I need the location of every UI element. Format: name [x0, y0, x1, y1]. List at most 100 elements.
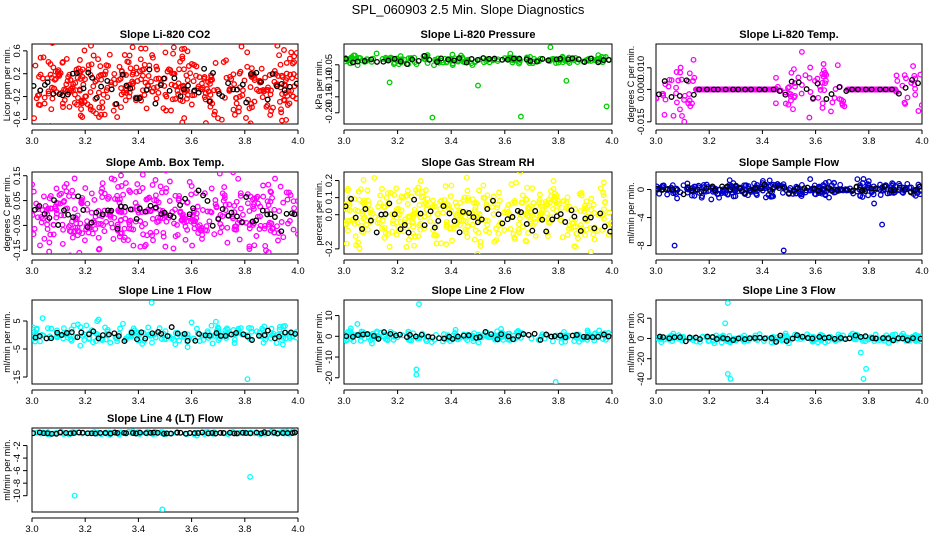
- data-point: [590, 201, 597, 208]
- y-tick-label: -2: [12, 441, 23, 449]
- data-point: [96, 104, 103, 111]
- x-tick-label: 3.0: [337, 266, 350, 277]
- data-point: [121, 52, 128, 58]
- data-point: [40, 193, 47, 200]
- reference-point: [862, 188, 869, 195]
- plot-frame: [31, 427, 299, 513]
- data-point: [160, 330, 167, 337]
- data-points: [32, 172, 298, 254]
- data-point: [791, 94, 798, 101]
- data-point: [133, 188, 140, 195]
- data-point: [379, 217, 386, 224]
- reference-point: [158, 330, 165, 337]
- data-point: [179, 53, 186, 60]
- data-point: [496, 189, 502, 196]
- data-point: [790, 106, 796, 113]
- reference-point: [557, 332, 564, 339]
- outlier-point: [148, 300, 155, 306]
- data-point: [231, 209, 238, 216]
- outlier-point: [722, 320, 729, 327]
- data-point: [524, 205, 531, 211]
- data-point: [129, 80, 136, 87]
- data-point: [37, 242, 43, 249]
- data-point: [126, 187, 133, 194]
- data-point: [908, 79, 915, 86]
- reference-point: [258, 78, 265, 85]
- x-tick-label: 3.6: [185, 524, 198, 535]
- data-point: [396, 198, 403, 205]
- reference-point: [406, 331, 413, 338]
- reference-point: [86, 331, 92, 338]
- data-point: [97, 63, 104, 70]
- reference-point: [36, 333, 43, 340]
- data-point: [411, 211, 418, 218]
- data-point: [461, 194, 468, 201]
- data-point: [90, 339, 96, 346]
- data-point: [141, 92, 148, 98]
- outlier-point: [429, 114, 436, 121]
- data-point: [582, 205, 589, 212]
- reference-point: [54, 329, 61, 336]
- reference-point: [605, 56, 612, 63]
- data-point: [397, 219, 404, 226]
- reference-point: [510, 55, 517, 62]
- y-tick-label: 20: [636, 313, 647, 324]
- reference-point: [476, 334, 483, 341]
- data-point: [194, 203, 201, 210]
- data-point: [289, 60, 296, 67]
- data-point: [120, 320, 126, 327]
- data-point: [35, 206, 42, 212]
- reference-point: [724, 335, 731, 342]
- data-point: [32, 212, 36, 218]
- data-point: [359, 211, 366, 217]
- reference-point: [573, 331, 580, 338]
- reference-point: [271, 214, 278, 220]
- x-tick-label: 3.2: [391, 136, 404, 147]
- data-point: [129, 44, 136, 51]
- reference-point: [247, 430, 254, 437]
- data-point: [464, 234, 471, 241]
- data-point: [44, 226, 51, 233]
- data-point: [40, 54, 47, 61]
- data-point: [360, 199, 366, 206]
- data-point: [260, 182, 267, 189]
- data-point: [902, 100, 909, 107]
- data-point: [917, 71, 922, 78]
- outlier-point: [724, 300, 731, 306]
- data-point: [224, 224, 231, 231]
- y-tick-label: 0.0: [324, 208, 335, 221]
- reference-point: [537, 336, 544, 343]
- reference-point: [553, 56, 560, 63]
- reference-point: [499, 220, 506, 227]
- reference-point: [177, 93, 184, 100]
- reference-point: [147, 429, 154, 436]
- reference-point: [269, 70, 276, 77]
- data-point: [270, 104, 276, 111]
- data-point: [69, 187, 76, 194]
- data-point: [98, 221, 104, 227]
- data-point: [35, 101, 42, 108]
- reference-point: [199, 429, 206, 436]
- data-point: [99, 180, 106, 187]
- data-point: [230, 106, 237, 113]
- reference-point: [282, 329, 289, 336]
- y-tick-label: 0: [636, 336, 647, 341]
- data-point: [60, 104, 66, 110]
- outlier-point: [247, 473, 254, 480]
- reference-point: [174, 330, 181, 337]
- x-tick-label: 3.2: [703, 396, 716, 407]
- data-point: [160, 229, 167, 236]
- data-point: [184, 331, 191, 338]
- data-point: [152, 177, 159, 183]
- data-point: [44, 34, 49, 39]
- data-point: [696, 338, 703, 345]
- reference-point: [686, 334, 693, 341]
- reference-point: [174, 429, 181, 436]
- data-point: [379, 225, 386, 232]
- data-point: [162, 49, 169, 56]
- reference-point: [215, 216, 222, 223]
- data-point: [153, 228, 160, 235]
- y-axis-label: percent per min.: [314, 180, 324, 245]
- x-tick-label: 3.8: [552, 136, 565, 147]
- data-point: [904, 94, 911, 101]
